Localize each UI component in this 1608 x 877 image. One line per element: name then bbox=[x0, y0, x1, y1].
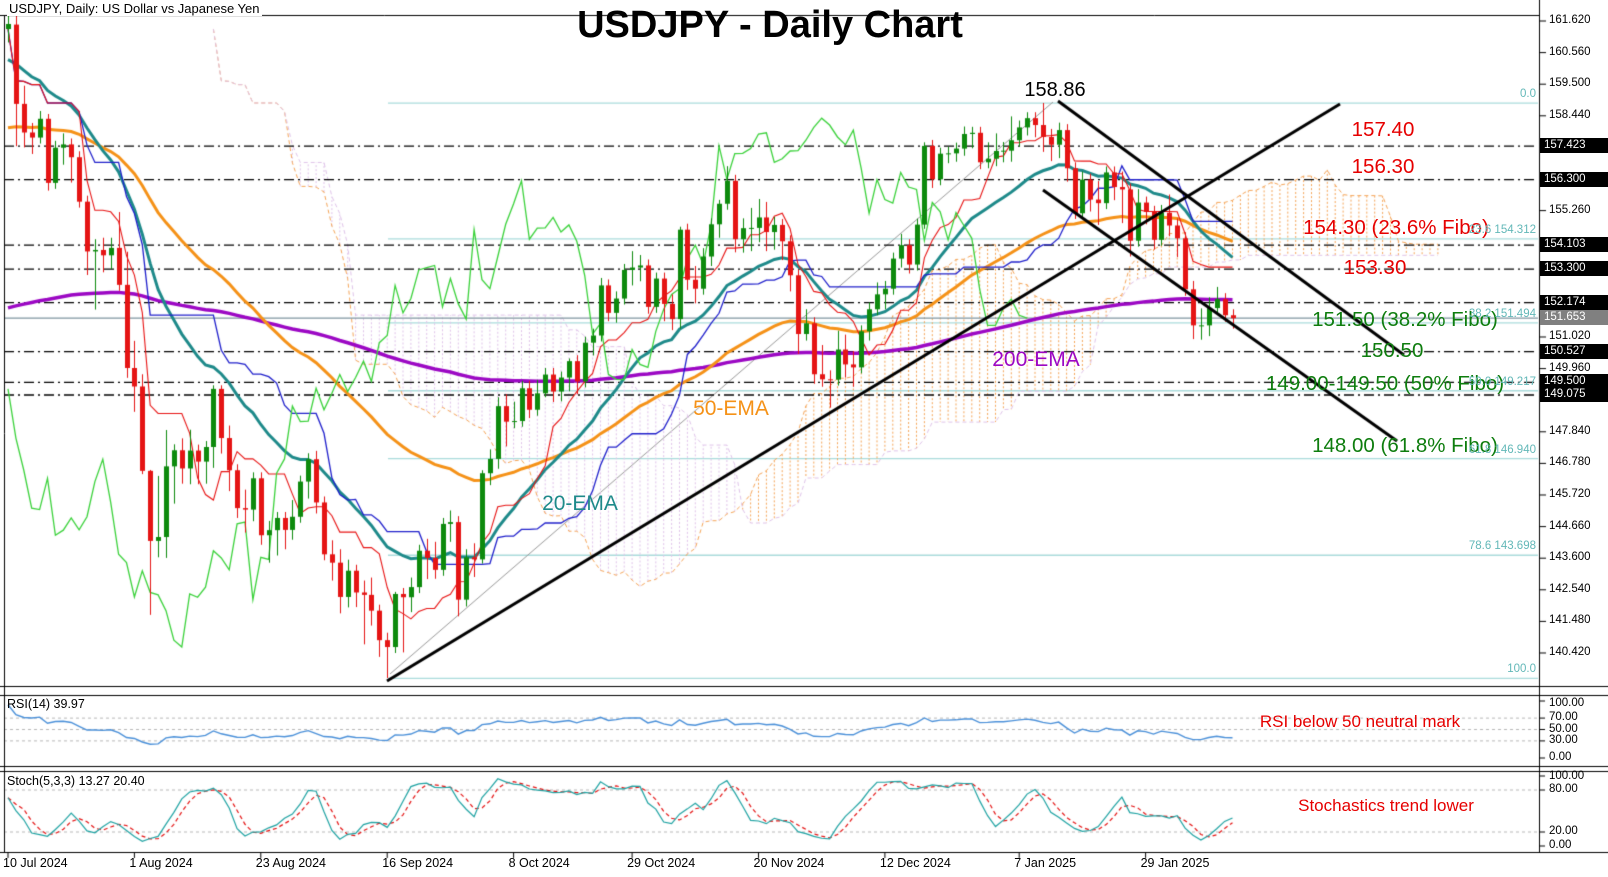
mt4-chart-window: { "labels": { "title": "USDJPY - Daily C… bbox=[0, 0, 1608, 877]
price-chart-canvas[interactable] bbox=[0, 0, 1608, 877]
